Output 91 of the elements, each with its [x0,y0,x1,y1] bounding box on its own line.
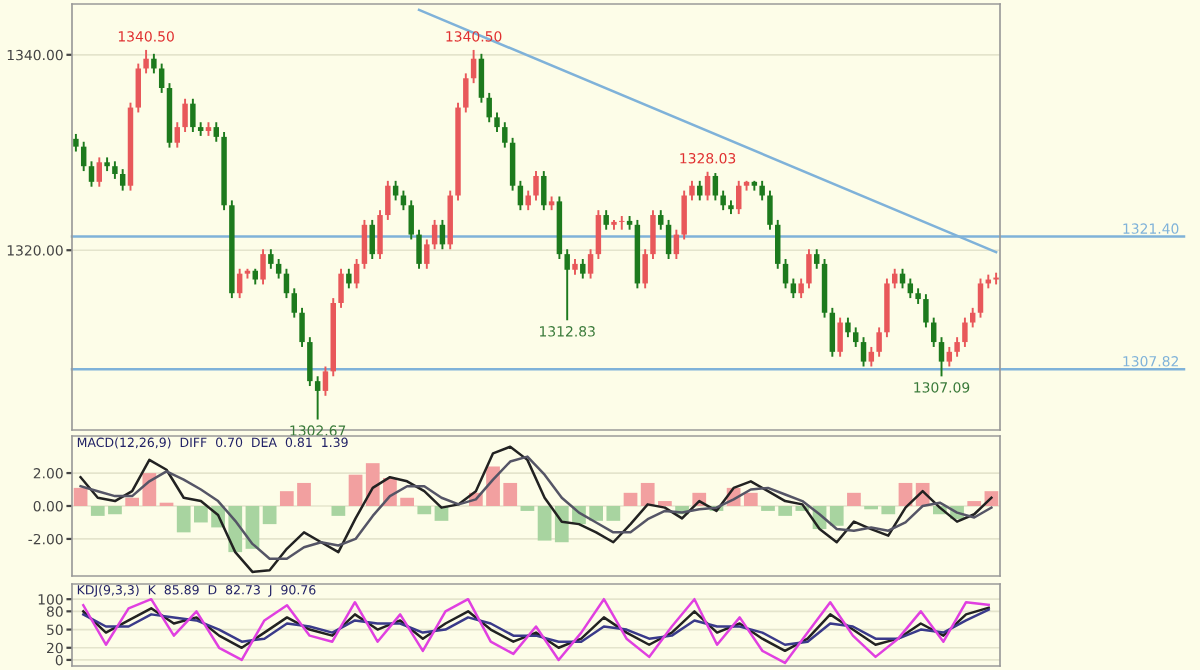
candlestick [541,170,547,212]
candlestick [650,209,656,260]
candlestick [665,218,672,260]
candlestick [182,97,188,133]
candlestick [291,287,297,319]
candlestick [868,345,875,368]
bar [847,492,861,506]
candlestick [798,277,804,300]
candlestick [946,345,953,368]
candlestick [619,215,625,231]
candlestick [790,277,797,300]
candlestick [174,121,181,149]
bar [348,474,363,506]
candlestick [860,336,867,368]
candlestick [907,277,914,300]
candlestick [88,160,95,188]
bar [73,487,88,506]
candlestick [720,189,726,212]
candlestick [416,228,422,270]
candlestick [736,179,742,216]
candlestick [837,316,843,358]
candlestick [119,168,126,192]
candlestick [314,375,321,421]
candlestick [580,258,586,280]
candlestick [408,199,414,241]
bar [331,506,346,516]
candlestick [268,248,274,270]
candlestick [564,248,570,322]
candlestick [424,238,430,270]
candlestick [322,365,329,397]
candlestick [829,306,836,358]
candlestick [775,218,781,270]
candlestick [806,248,812,290]
candlestick [595,209,602,260]
candlestick [712,172,719,202]
candlestick [307,336,313,387]
candlestick [190,97,196,133]
candlestick [151,52,157,75]
line-series [82,608,990,646]
candlestick [681,189,687,241]
candlestick [299,306,305,348]
candlestick [494,111,500,133]
candlestick [275,258,282,280]
candlestick [96,156,103,188]
candlestick [853,326,859,348]
candlestick [338,267,344,309]
candlestick [369,218,375,260]
candlestick [377,209,383,260]
candlestick [767,189,773,231]
bar [417,506,432,515]
candlestick [642,248,648,290]
candlestick [525,189,531,212]
candlestick [478,52,485,104]
line-series [79,445,993,574]
bar [262,506,277,525]
bar [537,506,552,541]
candlestick [704,170,711,202]
candlestick [845,316,851,339]
candlestick [158,62,165,94]
candlestick [923,293,929,329]
candlestick [502,121,508,149]
candlestick [260,248,266,286]
candlestick [385,179,391,221]
candlestick [346,267,352,290]
candlestick [658,209,664,231]
candlestick [135,62,142,114]
candlestick [509,136,516,192]
candlestick [977,277,984,319]
candlestick [361,218,368,270]
line-series [79,455,993,560]
candlestick [954,336,960,358]
candlestick [697,179,703,202]
line-series [82,597,990,665]
candlestick [876,326,882,358]
candlestick [938,336,945,378]
candlestick [533,170,539,202]
candlestick [759,179,765,202]
candlestick [392,179,399,202]
candlestick [213,121,219,143]
candlestick [969,306,976,329]
bar [829,506,844,526]
candlestick [814,248,820,270]
candlestick [962,316,968,348]
candlestick [587,248,594,280]
candlestick [463,72,469,114]
bar [623,492,638,506]
line-series [82,606,990,653]
candlestick [689,179,695,202]
candlestick [603,209,609,231]
candlestick [143,48,149,75]
candlestick [486,91,492,124]
